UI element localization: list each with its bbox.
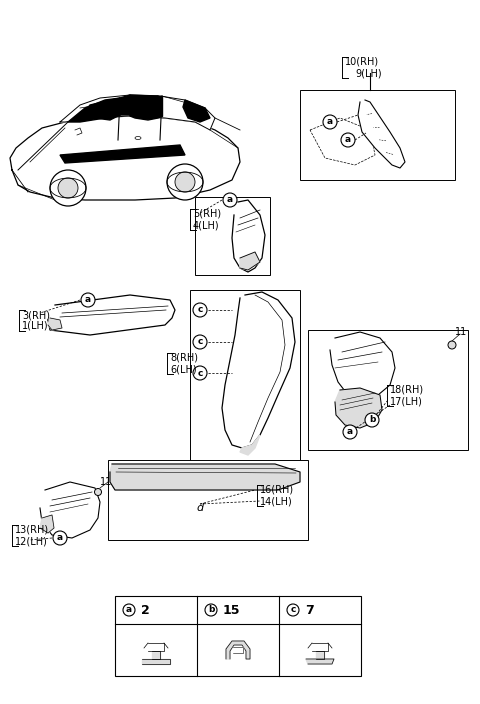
Circle shape bbox=[193, 303, 207, 317]
Text: 11: 11 bbox=[455, 327, 467, 337]
Text: a: a bbox=[126, 605, 132, 615]
Polygon shape bbox=[335, 388, 382, 428]
Text: 2: 2 bbox=[141, 603, 150, 617]
Text: 17(LH): 17(LH) bbox=[390, 396, 423, 406]
Circle shape bbox=[95, 489, 101, 496]
Text: 7: 7 bbox=[305, 603, 314, 617]
Circle shape bbox=[341, 133, 355, 147]
Polygon shape bbox=[40, 482, 100, 538]
Text: b: b bbox=[369, 415, 375, 425]
Circle shape bbox=[123, 604, 135, 616]
Polygon shape bbox=[68, 98, 120, 122]
Polygon shape bbox=[148, 643, 164, 651]
Circle shape bbox=[81, 293, 95, 307]
Text: 4(LH): 4(LH) bbox=[193, 220, 220, 230]
Polygon shape bbox=[233, 647, 243, 653]
Polygon shape bbox=[232, 200, 265, 272]
Polygon shape bbox=[155, 96, 162, 116]
Text: 12(LH): 12(LH) bbox=[15, 536, 48, 546]
Text: a: a bbox=[327, 118, 333, 127]
FancyBboxPatch shape bbox=[195, 197, 270, 275]
Text: 6(LH): 6(LH) bbox=[170, 364, 197, 374]
Text: 18(RH): 18(RH) bbox=[390, 385, 424, 395]
Polygon shape bbox=[10, 116, 240, 200]
FancyBboxPatch shape bbox=[115, 596, 361, 676]
FancyBboxPatch shape bbox=[190, 290, 300, 465]
Text: 1(LH): 1(LH) bbox=[22, 321, 48, 331]
Text: a: a bbox=[345, 135, 351, 144]
Polygon shape bbox=[330, 332, 395, 400]
Text: 16(RH): 16(RH) bbox=[260, 485, 294, 495]
Polygon shape bbox=[240, 252, 260, 270]
Text: 5(RH): 5(RH) bbox=[193, 209, 221, 219]
FancyBboxPatch shape bbox=[108, 460, 308, 540]
Polygon shape bbox=[60, 95, 215, 130]
Polygon shape bbox=[85, 98, 120, 120]
Polygon shape bbox=[48, 295, 175, 335]
Polygon shape bbox=[312, 643, 328, 651]
Text: 11: 11 bbox=[100, 477, 112, 487]
Polygon shape bbox=[358, 100, 405, 168]
Polygon shape bbox=[226, 641, 250, 659]
Text: c: c bbox=[197, 306, 203, 315]
Polygon shape bbox=[183, 100, 210, 122]
Text: b: b bbox=[208, 605, 214, 615]
Text: a: a bbox=[57, 534, 63, 543]
Circle shape bbox=[53, 531, 67, 545]
Polygon shape bbox=[240, 435, 260, 455]
Polygon shape bbox=[48, 318, 62, 330]
FancyBboxPatch shape bbox=[308, 330, 468, 450]
Text: a: a bbox=[85, 296, 91, 305]
Polygon shape bbox=[60, 145, 185, 163]
Text: 8(RH): 8(RH) bbox=[170, 353, 198, 363]
Circle shape bbox=[365, 413, 379, 427]
Text: 9(LH): 9(LH) bbox=[355, 68, 382, 78]
Polygon shape bbox=[40, 515, 54, 533]
Circle shape bbox=[287, 604, 299, 616]
Text: d: d bbox=[196, 503, 204, 513]
FancyBboxPatch shape bbox=[300, 90, 455, 180]
Text: a: a bbox=[347, 427, 353, 436]
Polygon shape bbox=[130, 95, 162, 120]
Circle shape bbox=[193, 366, 207, 380]
Circle shape bbox=[167, 164, 203, 200]
Circle shape bbox=[343, 425, 357, 439]
Text: c: c bbox=[290, 605, 296, 615]
Text: 13(RH): 13(RH) bbox=[15, 525, 49, 535]
Polygon shape bbox=[306, 659, 334, 664]
Text: 15: 15 bbox=[223, 603, 240, 617]
Text: 3(RH): 3(RH) bbox=[22, 310, 50, 320]
Circle shape bbox=[58, 178, 78, 198]
Text: a: a bbox=[227, 196, 233, 204]
Polygon shape bbox=[152, 651, 160, 659]
Circle shape bbox=[448, 341, 456, 349]
Text: c: c bbox=[197, 368, 203, 377]
Text: 14(LH): 14(LH) bbox=[260, 496, 293, 506]
Circle shape bbox=[175, 172, 195, 192]
Circle shape bbox=[193, 335, 207, 349]
Polygon shape bbox=[110, 464, 300, 490]
Polygon shape bbox=[316, 651, 324, 659]
Text: c: c bbox=[197, 337, 203, 346]
Circle shape bbox=[205, 604, 217, 616]
Circle shape bbox=[323, 115, 337, 129]
Polygon shape bbox=[120, 95, 130, 115]
Circle shape bbox=[50, 170, 86, 206]
Polygon shape bbox=[142, 659, 170, 664]
Polygon shape bbox=[222, 292, 295, 448]
Text: 10(RH): 10(RH) bbox=[345, 57, 379, 67]
Circle shape bbox=[223, 193, 237, 207]
Polygon shape bbox=[75, 128, 82, 135]
